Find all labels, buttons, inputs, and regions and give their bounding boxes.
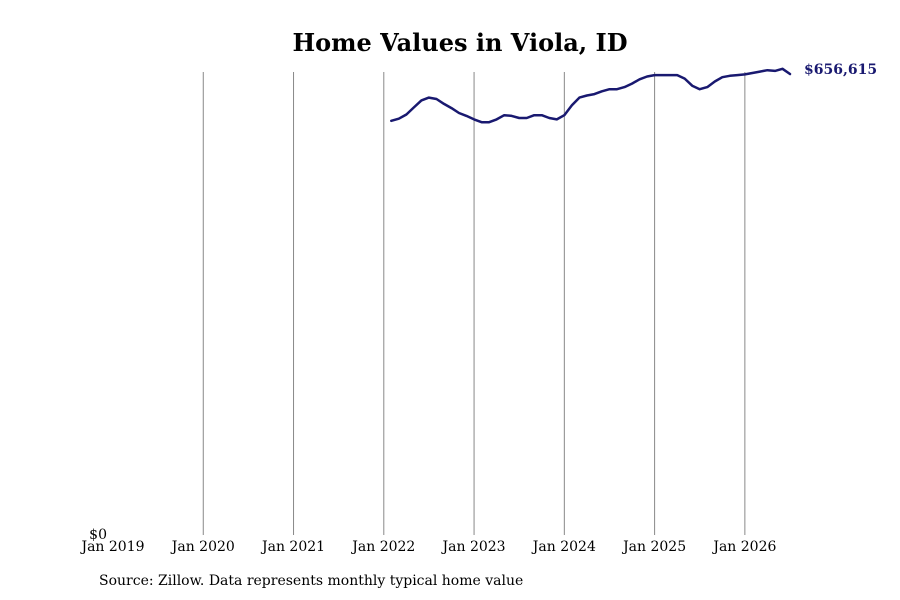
x-tick-label: Jan 2023: [441, 539, 506, 555]
home-value-line: [390, 67, 792, 124]
y-tick-label: $0: [89, 527, 107, 543]
source-note: Source: Zillow. Data represents monthly …: [99, 573, 524, 589]
x-tick-label: Jan 2021: [260, 539, 325, 555]
end-value-label: $656,615: [804, 62, 877, 78]
chart-title: Home Values in Viola, ID: [292, 28, 628, 57]
x-tick-label: Jan 2025: [621, 539, 686, 555]
x-tick-label: Jan 2024: [531, 539, 596, 555]
x-tick-label: Jan 2019: [79, 539, 144, 555]
x-tick-label: Jan 2026: [711, 539, 776, 555]
x-tick-label: Jan 2022: [350, 539, 415, 555]
x-tick-label: Jan 2020: [170, 539, 235, 555]
